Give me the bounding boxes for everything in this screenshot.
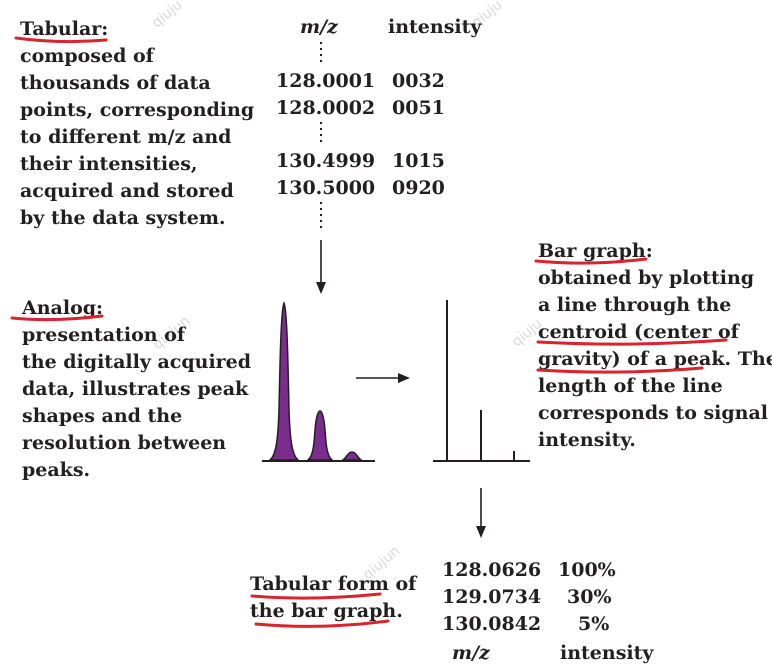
analog-line: peaks.	[22, 459, 91, 481]
tabular-line: acquired and stored	[20, 180, 234, 202]
arrow-head	[398, 373, 410, 383]
centroid-underline	[536, 338, 728, 346]
bar-graph-line: corresponds to signal	[538, 402, 769, 424]
arrow-head	[476, 526, 486, 538]
bottom-table-footer-mz: m/z	[452, 642, 490, 664]
top-table-row-intensity: 1015	[392, 150, 445, 172]
bar-graph-line: length of the line	[538, 375, 723, 397]
tabular-line: points, corresponding	[20, 99, 255, 121]
bottom-table-row-intensity: 30%	[567, 586, 612, 608]
analog-line: resolution between	[22, 432, 227, 454]
tabular-underline	[14, 36, 108, 44]
bottom-table-row-mz: 130.0842	[442, 613, 542, 635]
tabular-description: Tabular: composed of thousands of data p…	[20, 16, 254, 232]
tabular-line: composed of	[20, 45, 154, 67]
arrow-head	[316, 282, 326, 294]
analog-line: the digitally acquired	[22, 351, 252, 373]
bar-graph-description: Bar graph: obtained by plotting a line t…	[538, 238, 772, 454]
bar-graph-line: gravity) of a peak. The	[538, 348, 772, 370]
bottom-table-footer-intensity: intensity	[560, 642, 654, 664]
bar-graph-line: intensity.	[538, 429, 636, 451]
bar-graph-underline	[534, 257, 648, 265]
analog-underline	[10, 314, 104, 322]
top-table-row-mz: 128.0002	[276, 97, 376, 119]
bottom-table-row-mz: 129.0734	[442, 586, 542, 608]
tabular-form-line: Tabular form of	[250, 573, 417, 595]
bottom-table-row-intensity: 100%	[558, 559, 616, 581]
top-table-row-mz: 130.5000	[276, 177, 376, 199]
gravity-underline	[536, 366, 704, 374]
top-table-row-mz: 128.0001	[276, 70, 376, 92]
tabular-line: thousands of data	[20, 72, 211, 94]
tabular-line: to different m/z and	[20, 126, 232, 148]
bar-graph-line: a line through the	[538, 294, 732, 316]
analog-description: Analog: presentation of the digitally ac…	[22, 295, 251, 484]
top-table-row-intensity: 0051	[392, 97, 445, 119]
analog-line: presentation of	[22, 324, 186, 346]
top-table-row-intensity: 0920	[392, 177, 445, 199]
top-table-row-intensity: 0032	[392, 70, 445, 92]
top-table-header-mz: m/z	[300, 16, 338, 38]
analog-heading: Analog:	[22, 297, 104, 319]
tabular-form-underline-1	[250, 592, 382, 600]
analog-peak-large	[267, 301, 301, 461]
bottom-table-row-mz: 128.0626	[442, 559, 542, 581]
analog-peak-medium	[305, 410, 335, 461]
analog-line: data, illustrates peak	[22, 378, 249, 400]
tabular-heading: Tabular:	[20, 18, 109, 40]
top-table-row-mz: 130.4999	[276, 150, 376, 172]
bar-graph-heading: Bar graph:	[538, 240, 653, 262]
bar-graph-line: centroid (center of	[538, 321, 739, 343]
tabular-form-caption: Tabular form of the bar graph.	[250, 571, 416, 625]
tabular-form-underline-2	[254, 619, 390, 628]
analog-peak-small	[340, 451, 364, 461]
tabular-line: by the data system.	[20, 207, 226, 229]
bottom-table-row-intensity: 5%	[578, 613, 610, 635]
top-table-header-intensity: intensity	[388, 16, 482, 38]
bar-graph-line: obtained by plotting	[538, 267, 755, 289]
tabular-form-line: the bar graph.	[250, 600, 403, 622]
tabular-line: their intensities,	[20, 153, 198, 175]
analog-line: shapes and the	[22, 405, 183, 427]
